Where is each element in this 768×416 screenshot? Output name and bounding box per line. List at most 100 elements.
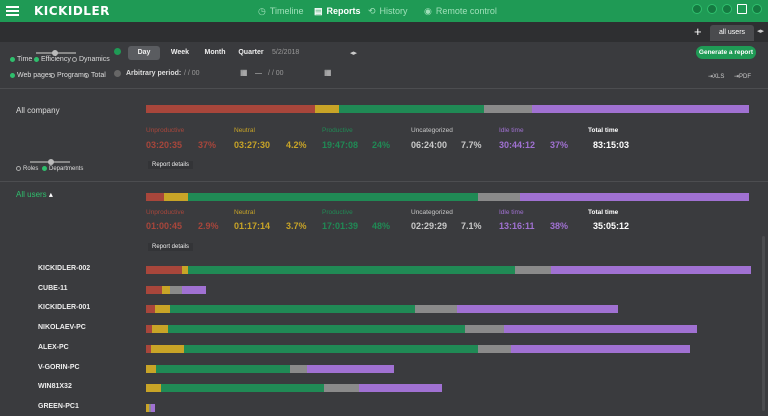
bar-segment-idle bbox=[307, 364, 395, 373]
all-users-report-details-button[interactable]: Report details bbox=[148, 243, 194, 251]
calendar-icon[interactable]: ▦ bbox=[240, 68, 248, 77]
status-icon[interactable] bbox=[707, 4, 717, 14]
stat-label-idle: Idle time bbox=[499, 209, 524, 216]
user-activity-bar[interactable] bbox=[146, 344, 691, 353]
end-date-field[interactable]: / / 00 bbox=[268, 70, 284, 77]
period-week-button[interactable]: Week bbox=[170, 49, 190, 56]
checkbox-icon bbox=[10, 72, 15, 78]
period-quarter-button[interactable]: Quarter bbox=[238, 49, 264, 56]
stat-label-uncategorized: Uncategorized bbox=[411, 209, 453, 216]
export-xls-button[interactable]: ⇥XLS bbox=[708, 74, 725, 80]
stat-time-total: 83:15:03 bbox=[593, 140, 630, 150]
stat-time-uncategorized: 02:29:29 bbox=[411, 221, 448, 231]
bar-segment-uncategorized bbox=[483, 105, 532, 113]
tab-scroll-icon[interactable]: ◂▸ bbox=[757, 28, 765, 35]
group-toggle-departments[interactable]: Departments bbox=[42, 166, 83, 172]
source-toggle-programs[interactable]: Programs bbox=[50, 72, 87, 79]
stat-label-total: Total time bbox=[588, 209, 619, 216]
bar-segment-unproductive bbox=[146, 285, 162, 294]
bar-segment-unproductive bbox=[146, 325, 152, 334]
user-name[interactable]: ALEX-PC bbox=[38, 343, 69, 351]
bar-segment-neutral bbox=[161, 285, 171, 294]
date-value-field[interactable]: 5/2/2018 bbox=[272, 49, 300, 56]
user-name[interactable]: CUBE-11 bbox=[38, 284, 68, 292]
bar-segment-unproductive bbox=[146, 305, 156, 314]
group-slider[interactable] bbox=[30, 159, 70, 165]
filter-status-icon bbox=[114, 48, 121, 55]
stat-pct-uncategorized: 7.1% bbox=[461, 221, 482, 231]
source-toggle-web[interactable]: Web pages bbox=[10, 72, 52, 79]
stat-time-total: 35:05:12 bbox=[593, 221, 630, 231]
bar-segment-neutral bbox=[146, 384, 161, 393]
radio-icon bbox=[10, 56, 15, 62]
user-activity-bar[interactable] bbox=[146, 364, 395, 373]
radio-icon bbox=[72, 56, 77, 62]
user-activity-bar[interactable] bbox=[146, 403, 156, 412]
period-day-button[interactable]: Day bbox=[128, 46, 160, 60]
settings-icon[interactable] bbox=[722, 4, 732, 14]
document-icon: ▤ bbox=[314, 5, 323, 16]
metric-toggle-time[interactable]: Time bbox=[10, 56, 32, 63]
stat-pct-unproductive: 2.9% bbox=[198, 221, 219, 231]
source-toggle-total[interactable]: Total bbox=[84, 72, 106, 79]
bar-segment-productive bbox=[155, 364, 290, 373]
fullscreen-icon[interactable] bbox=[737, 4, 747, 14]
user-activity-bar[interactable] bbox=[146, 384, 443, 393]
user-activity-bar[interactable] bbox=[146, 305, 618, 314]
export-pdf-button[interactable]: ⇥PDF bbox=[734, 74, 752, 80]
date-nav-arrows-icon[interactable]: ◂▸ bbox=[350, 50, 358, 57]
start-date-field[interactable]: / / 00 bbox=[184, 70, 200, 77]
nav-reports[interactable]: ▤ Reports bbox=[314, 0, 361, 22]
slider-knob[interactable] bbox=[52, 50, 58, 56]
nav-remote-control[interactable]: ◉ Remote control bbox=[424, 0, 497, 22]
period-month-button[interactable]: Month bbox=[204, 49, 226, 56]
notification-icon[interactable] bbox=[692, 4, 702, 14]
user-activity-bar[interactable] bbox=[146, 325, 697, 334]
window-controls bbox=[692, 4, 762, 14]
refresh-icon[interactable] bbox=[752, 4, 762, 14]
all-users-toggle[interactable]: All users ▴ bbox=[16, 190, 53, 199]
metric-toggle-efficiency[interactable]: Efficiency bbox=[34, 56, 71, 63]
scrollbar[interactable] bbox=[762, 236, 765, 411]
bar-segment-neutral bbox=[164, 193, 189, 201]
bar-segment-uncategorized bbox=[478, 344, 511, 353]
user-name[interactable]: KICKIDLER-001 bbox=[38, 304, 91, 312]
metric-toggle-dynamics[interactable]: Dynamics bbox=[72, 56, 110, 63]
slider-knob[interactable] bbox=[48, 159, 54, 165]
generate-report-button[interactable]: Generate a report bbox=[696, 46, 756, 59]
bar-segment-idle bbox=[551, 266, 751, 274]
metric-slider[interactable] bbox=[36, 50, 76, 56]
add-tab-icon[interactable]: + bbox=[694, 24, 702, 39]
stat-pct-unproductive: 37% bbox=[198, 140, 217, 150]
nav-timeline[interactable]: ◷ Timeline bbox=[258, 0, 304, 22]
tab-all-users[interactable]: all users bbox=[710, 25, 754, 41]
stat-label-neutral: Neutral bbox=[234, 209, 255, 216]
user-activity-bar[interactable] bbox=[146, 285, 207, 294]
user-name[interactable]: V-GORIN-PC bbox=[38, 363, 80, 371]
stat-label-idle: Idle time bbox=[499, 127, 524, 134]
company-report-details-button[interactable]: Report details bbox=[148, 161, 194, 169]
user-name[interactable]: GREEN-PC1 bbox=[38, 402, 79, 410]
history-icon: ⟲ bbox=[368, 5, 376, 16]
company-bar bbox=[146, 105, 749, 113]
user-activity-bar[interactable] bbox=[146, 266, 751, 274]
user-name[interactable]: WIN81X32 bbox=[38, 383, 72, 391]
bar-segment-productive bbox=[184, 344, 479, 353]
checkbox-icon bbox=[84, 72, 89, 78]
user-name[interactable]: NIKOLAEV-PC bbox=[38, 324, 86, 332]
stat-time-neutral: 03:27:30 bbox=[234, 140, 271, 150]
source-status-icon bbox=[114, 70, 121, 77]
menu-icon[interactable] bbox=[6, 6, 19, 16]
group-toggle-roles[interactable]: Roles bbox=[16, 166, 38, 172]
bar-segment-uncategorized bbox=[477, 193, 520, 201]
bar-segment-neutral bbox=[314, 105, 339, 113]
bar-segment-idle bbox=[510, 344, 691, 353]
bar-segment-uncategorized bbox=[323, 384, 360, 393]
bar-segment-unproductive bbox=[146, 105, 315, 113]
calendar-icon[interactable]: ▦ bbox=[324, 68, 332, 77]
user-name[interactable]: KICKIDLER-002 bbox=[38, 265, 91, 272]
nav-history[interactable]: ⟲ History bbox=[368, 0, 408, 22]
bar-segment-productive bbox=[168, 325, 466, 334]
bar-segment-idle bbox=[503, 325, 697, 334]
bar-segment-neutral bbox=[146, 403, 149, 412]
